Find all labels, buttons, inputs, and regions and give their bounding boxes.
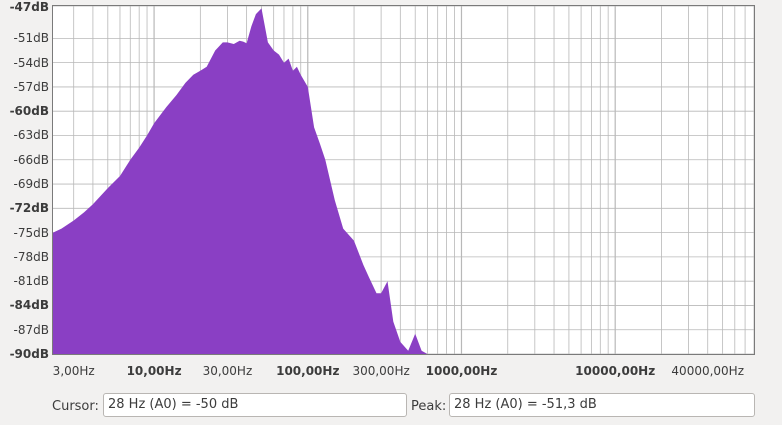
spectrum-svg xyxy=(53,6,754,354)
y-tick-label: -90dB xyxy=(9,347,49,361)
x-tick-label: 30,00Hz xyxy=(202,364,253,378)
y-tick-label: -54dB xyxy=(13,55,49,70)
readout-bar: Cursor: 28 Hz (A0) = -50 dB Peak: 28 Hz … xyxy=(0,392,782,420)
y-tick-label: -51dB xyxy=(13,31,49,46)
y-tick-label: -47dB xyxy=(9,0,49,14)
y-tick-label: -57dB xyxy=(13,79,49,94)
spectrum-area xyxy=(53,8,433,354)
cursor-field[interactable]: 28 Hz (A0) = -50 dB xyxy=(103,393,407,417)
peak-label: Peak: xyxy=(411,399,447,414)
y-tick-label: -81dB xyxy=(13,274,49,289)
y-tick-label: -84dB xyxy=(9,298,49,313)
y-tick-label: -66dB xyxy=(13,152,49,167)
y-tick-label: -75dB xyxy=(13,225,49,240)
x-tick-label: 10000,00Hz xyxy=(575,364,656,378)
y-tick-label: -87dB xyxy=(13,322,49,337)
x-tick-label: 40000,00Hz xyxy=(671,364,745,378)
x-tick-label: 10,00Hz xyxy=(126,364,182,378)
y-tick-label: -78dB xyxy=(13,249,49,264)
y-tick-label: -72dB xyxy=(9,201,49,216)
x-tick-label: 1000,00Hz xyxy=(425,364,498,378)
x-axis-labels: 3,00Hz 10,00Hz 30,00Hz 100,00Hz 300,00Hz 1000… xyxy=(0,364,782,382)
y-tick-label: -63dB xyxy=(13,128,49,143)
x-tick-label: 100,00Hz xyxy=(276,364,340,378)
x-tick-label: 300,00Hz xyxy=(352,364,410,378)
y-tick-label: -60dB xyxy=(9,104,49,119)
y-tick-label: -69dB xyxy=(13,177,49,192)
spectrum-plot[interactable] xyxy=(52,5,755,355)
peak-field[interactable]: 28 Hz (A0) = -51,3 dB xyxy=(449,393,755,417)
cursor-label: Cursor: xyxy=(52,399,99,414)
y-axis-labels: -47dB -51dB -54dB -57dB -60dB -63dB -66dB -69dB… xyxy=(0,0,49,360)
x-tick-label: 3,00Hz xyxy=(52,364,95,378)
